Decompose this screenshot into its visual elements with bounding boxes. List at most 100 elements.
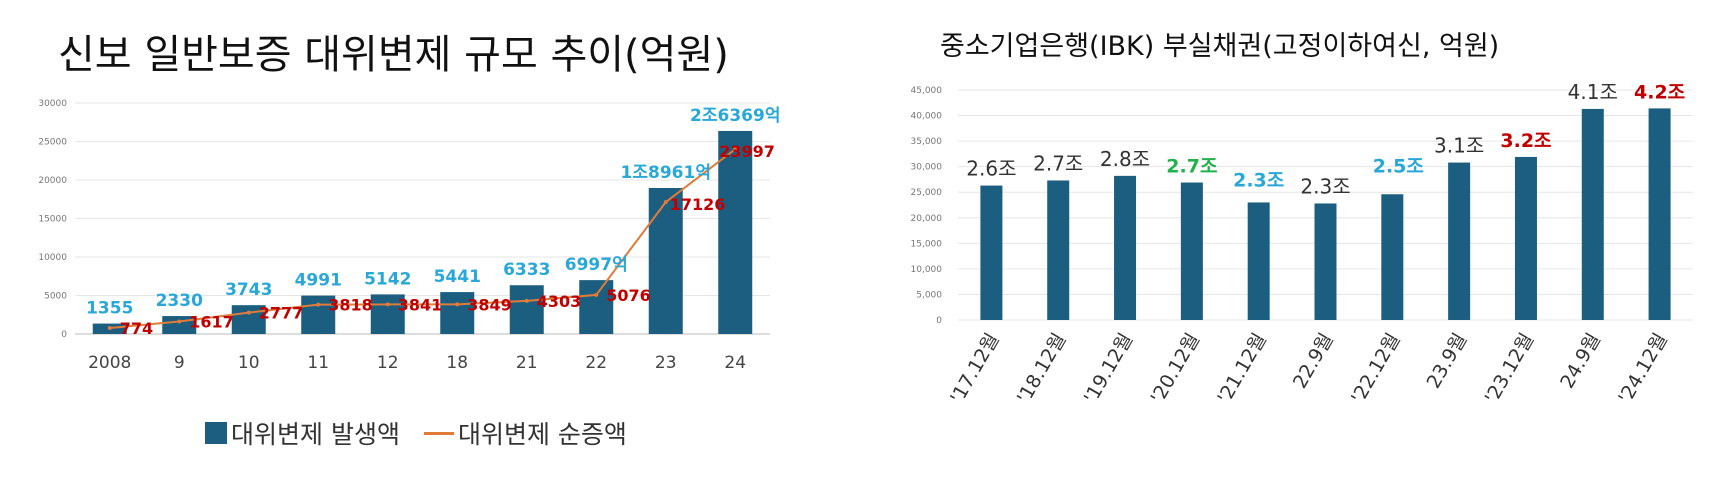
y-tick-label: 25,000 bbox=[911, 188, 943, 198]
y-tick-label: 5000 bbox=[44, 292, 67, 302]
right-chart-svg: 0 5,000 10,000 15,000 20,000 25,000 30,000 35,0… bbox=[911, 80, 1693, 408]
line-data-label: 4303 bbox=[537, 292, 582, 311]
bar bbox=[1114, 175, 1137, 320]
y-tick-label: 30000 bbox=[38, 99, 67, 109]
line-point bbox=[177, 319, 182, 324]
bar bbox=[1047, 180, 1070, 320]
legend-bar-swatch bbox=[205, 422, 227, 444]
bar-data-label: 2조6369억 bbox=[690, 106, 780, 126]
line-point bbox=[246, 310, 251, 315]
line-point bbox=[594, 292, 599, 297]
y-tick-label: 15000 bbox=[38, 215, 67, 225]
y-tick-label: 30,000 bbox=[911, 163, 943, 173]
x-tick-label: '21.12월 bbox=[1213, 330, 1271, 408]
bar bbox=[1381, 194, 1404, 320]
bar bbox=[718, 130, 753, 334]
bar bbox=[980, 185, 1003, 320]
bar-data-label: 2330 bbox=[156, 291, 203, 311]
bar bbox=[1514, 156, 1537, 320]
y-tick-label: 25000 bbox=[38, 138, 67, 148]
x-tick-label: '18.12월 bbox=[1013, 330, 1071, 408]
bar-data-label: 1조8961억 bbox=[621, 163, 711, 183]
bar-data-label: 2.3조 bbox=[1300, 174, 1350, 198]
y-tick-label: 15,000 bbox=[911, 239, 943, 249]
left-chart-svg: 0 5000 10000 15000 20000 25000 30000 2008 9 10 11 1… bbox=[38, 99, 780, 373]
bar-data-label: 3.2조 bbox=[1500, 130, 1551, 152]
y-tick-label: 35,000 bbox=[911, 137, 943, 147]
bar-data-label: 5441 bbox=[434, 267, 481, 287]
bar-data-label: 2.3조 bbox=[1233, 169, 1284, 191]
x-tick-label: 22.9월 bbox=[1289, 330, 1338, 393]
line-data-label: 3818 bbox=[328, 296, 373, 315]
left-chart-legend: 대위변제 발생액 대위변제 순증액 bbox=[205, 415, 627, 451]
y-tick-label: 10,000 bbox=[911, 265, 943, 275]
y-tick-label: 0 bbox=[936, 316, 942, 326]
x-tick-label: '22.12월 bbox=[1347, 330, 1405, 408]
bar bbox=[1180, 182, 1203, 320]
bar-data-label: 3743 bbox=[225, 280, 272, 300]
y-tick-label: 5,000 bbox=[916, 290, 942, 300]
line-data-label: 23997 bbox=[719, 142, 775, 161]
bar-data-label: 2.5조 bbox=[1373, 155, 1424, 177]
y-tick-label: 45,000 bbox=[911, 86, 943, 96]
x-tick-label: 23 bbox=[655, 353, 677, 373]
line-data-label: 1617 bbox=[189, 313, 234, 332]
line-data-label: 3841 bbox=[398, 295, 443, 314]
bar-data-label: 6997억 bbox=[565, 255, 628, 275]
x-tick-label: 23.9월 bbox=[1423, 330, 1472, 393]
bar-data-label: 3.1조 bbox=[1434, 134, 1484, 158]
bar bbox=[509, 285, 544, 334]
bar-data-label: 2.7조 bbox=[1033, 151, 1083, 175]
bar bbox=[1448, 162, 1471, 320]
legend-bar-label: 대위변제 발생액 bbox=[231, 420, 400, 449]
x-tick-label: 24 bbox=[724, 353, 746, 373]
x-tick-label: '19.12월 bbox=[1080, 330, 1138, 408]
line-point bbox=[733, 147, 738, 152]
bar-data-label: 4.2조 bbox=[1634, 81, 1685, 103]
bar bbox=[1314, 203, 1337, 320]
bar bbox=[648, 188, 683, 334]
x-tick-label: 11 bbox=[307, 353, 329, 373]
x-tick-label: '24.12월 bbox=[1614, 330, 1672, 408]
x-tick-label: '17.12월 bbox=[946, 330, 1004, 408]
y-tick-label: 0 bbox=[61, 330, 67, 340]
x-tick-label: 22 bbox=[585, 353, 607, 373]
line-point bbox=[524, 298, 529, 303]
left-chart-title: 신보 일반보증 대위변제 규모 추이(억원) bbox=[58, 32, 729, 78]
line-point bbox=[455, 302, 460, 307]
bar-data-label: 2.8조 bbox=[1100, 147, 1150, 171]
bar-data-label: 1355 bbox=[86, 299, 133, 319]
bar bbox=[231, 305, 266, 334]
line-data-label: 3849 bbox=[467, 295, 512, 314]
right-chart-panel: 중소기업은행(IBK) 부실채권(고정이하여신, 억원) 0 5,000 10,00… bbox=[870, 0, 1713, 497]
bar-data-label: 2.7조 bbox=[1166, 156, 1217, 178]
bar-data-label: 4991 bbox=[295, 271, 342, 291]
x-tick-label: '23.12월 bbox=[1481, 330, 1539, 408]
line-data-label: 2777 bbox=[259, 304, 304, 323]
y-tick-label: 20,000 bbox=[911, 214, 943, 224]
y-tick-label: 40,000 bbox=[911, 112, 943, 122]
line-point bbox=[107, 326, 112, 331]
bar bbox=[579, 280, 614, 334]
x-tick-label: 10 bbox=[238, 353, 260, 373]
y-tick-label: 20000 bbox=[38, 176, 67, 186]
line-data-label: 5076 bbox=[606, 286, 651, 305]
x-tick-label: 24.9월 bbox=[1556, 330, 1605, 393]
legend-line-label: 대위변제 순증액 bbox=[457, 420, 627, 449]
x-tick-label: 21 bbox=[516, 353, 538, 373]
bar bbox=[370, 294, 405, 334]
x-tick-label: 2008 bbox=[88, 353, 131, 373]
bar-data-label: 4.1조 bbox=[1568, 80, 1618, 104]
bar bbox=[1581, 108, 1604, 321]
x-tick-label: 12 bbox=[377, 353, 399, 373]
line-point bbox=[385, 302, 390, 307]
line-point bbox=[663, 200, 668, 205]
x-tick-label: 18 bbox=[446, 353, 468, 373]
bar bbox=[1247, 202, 1270, 320]
line-data-label: 17126 bbox=[670, 195, 726, 214]
bar-data-label: 5142 bbox=[364, 269, 411, 289]
line-point bbox=[316, 302, 321, 307]
right-chart-title: 중소기업은행(IBK) 부실채권(고정이하여신, 억원) bbox=[940, 31, 1500, 62]
line-data-label: 774 bbox=[120, 319, 153, 338]
bar bbox=[440, 292, 475, 334]
